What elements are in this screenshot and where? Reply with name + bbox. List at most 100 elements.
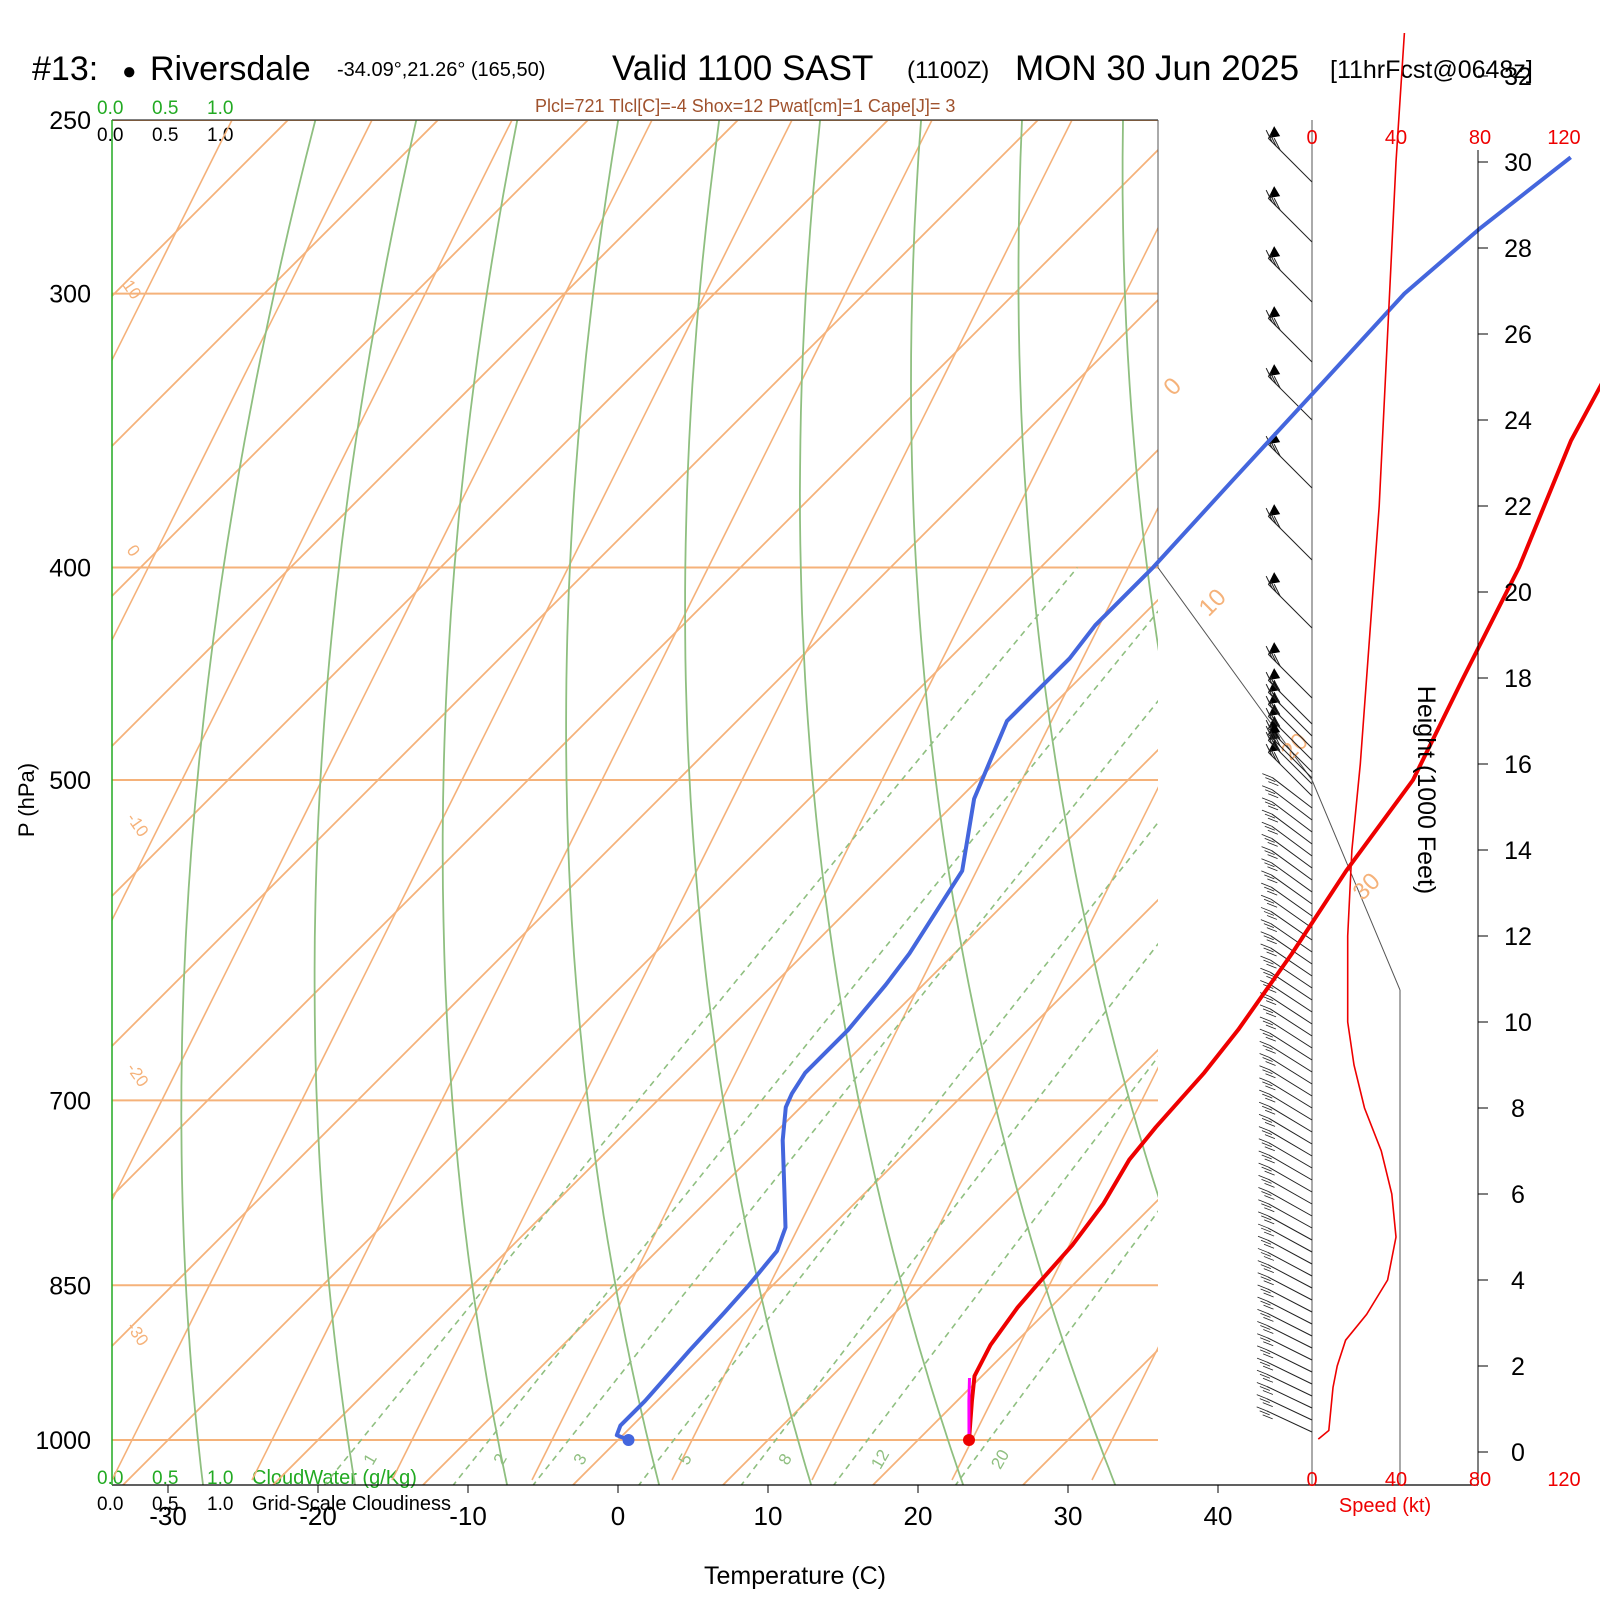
wind-barb-feather: [1269, 711, 1277, 725]
wind-barb-feather: [1265, 1024, 1277, 1030]
wind-barb-feather: [1261, 882, 1272, 888]
speed-tick-bottom: 40: [1385, 1469, 1407, 1491]
isotherm-line: [112, 120, 290, 298]
wind-barb-feather: [1261, 1166, 1272, 1172]
wind-barb-feather: [1267, 842, 1278, 847]
wind-barb-feather: [1263, 898, 1275, 904]
wind-barb-feather: [1269, 511, 1277, 525]
mixing-ratio-label: 8: [775, 1450, 796, 1468]
wind-barb-feather: [1267, 890, 1278, 896]
thetae-line: [0, 0, 312, 1480]
mixing-ratio-line: [532, 699, 1158, 1485]
cloudwater-top-tick: 0.0: [97, 98, 123, 119]
wind-barb-feather: [1269, 371, 1277, 385]
wind-barb-pennant: [1268, 126, 1281, 139]
wind-barb-feather: [1264, 813, 1276, 819]
x-tick-label: 0: [611, 1501, 625, 1531]
cloudiness-label: Grid-Scale Cloudiness: [252, 1493, 451, 1515]
isotherm-line: [112, 120, 590, 598]
mixing-ratio-line: [323, 566, 1079, 1485]
wind-barb-feather: [1265, 1000, 1277, 1006]
wind-barb-staff: [1267, 1276, 1313, 1301]
wind-barb-staff: [1269, 1057, 1313, 1085]
cloudiness-bottom-tick: 0.0: [97, 1494, 123, 1515]
wind-barb-feather: [1265, 1085, 1276, 1091]
wind-barb-feather: [1273, 583, 1281, 597]
wind-barb-feather: [1263, 1280, 1274, 1286]
wind-barb-feather: [1258, 1199, 1269, 1205]
y-tick-label: 850: [49, 1272, 91, 1300]
wind-barb-feather: [1264, 1182, 1275, 1188]
speed-tick-top: 0: [1306, 127, 1317, 149]
speed-tick-top: 80: [1469, 127, 1491, 149]
wind-barb-feather: [1262, 1414, 1273, 1420]
wind-barb-feather: [1262, 773, 1273, 778]
thetae-line: [811, 786, 1158, 1481]
x-tick-label: 40: [1204, 1501, 1233, 1531]
wind-barb-feather: [1265, 249, 1273, 263]
wind-barb-feather: [1262, 1044, 1273, 1050]
wind-barb-feather: [1265, 645, 1273, 659]
wind-barb-feather: [1263, 947, 1274, 953]
wind-barb-feather: [1268, 781, 1279, 786]
cloudiness-bottom-tick: 0.5: [152, 1494, 178, 1515]
wind-barb-feather: [1265, 1061, 1276, 1066]
wind-barb-feather: [1258, 1187, 1269, 1192]
wind-barb-feather: [1268, 793, 1279, 799]
mixing-ratio-label: 20: [987, 1446, 1013, 1472]
isotherm-line: [721, 1048, 1158, 1485]
wind-barb-feather: [1261, 1105, 1273, 1111]
dry-adiabat-line: [684, 120, 813, 1485]
height-tick-label: 6: [1511, 1181, 1525, 1209]
wind-barb-feather: [1263, 923, 1274, 928]
wind-barb-feather: [1257, 1248, 1269, 1253]
dry-adiabat-label: -20: [123, 1059, 153, 1090]
wind-barb-feather: [1273, 715, 1281, 729]
wind-barb-feather: [1264, 1109, 1276, 1115]
isotherm-label: 10: [1194, 584, 1232, 622]
wind-barb-pennant: [1268, 504, 1281, 517]
wind-barb-staff: [1269, 1044, 1313, 1073]
thetae-line: [112, 120, 373, 642]
y-tick-label: 400: [49, 555, 91, 583]
wind-barb-staff: [1266, 1361, 1313, 1385]
wind-barb-feather: [1260, 1252, 1272, 1257]
wind-barb-feather: [1258, 1211, 1269, 1217]
wind-barb-feather: [1262, 1057, 1273, 1062]
wind-barb-feather: [1260, 1276, 1271, 1282]
wind-barb-feather: [1260, 907, 1272, 912]
dry-adiabat-line: [1323, 81, 1600, 1486]
height-tick-label: 24: [1504, 407, 1532, 435]
wind-barb-feather: [1263, 935, 1274, 941]
thetae-line: [0, 0, 172, 1480]
wind-barb-feather: [1257, 1235, 1269, 1241]
wind-barb-feather: [1263, 1256, 1275, 1261]
wind-barb-feather: [1264, 1170, 1275, 1176]
wind-barb-feather: [1263, 911, 1275, 916]
wind-barb-feather: [1273, 443, 1281, 457]
speed-profile: [1317, 32, 1406, 1440]
dry-adiabat-line: [313, 120, 418, 1485]
wind-barb-pennant: [1268, 642, 1281, 655]
wind-barb-feather: [1258, 1101, 1270, 1107]
wind-barb-pennant: [1268, 364, 1281, 377]
wind-barb-feather: [1257, 1284, 1268, 1290]
wind-barb-feather: [1266, 927, 1277, 932]
dry-adiabat-line: [910, 120, 1117, 1485]
wind-barb-feather: [1261, 821, 1272, 827]
mixing-ratio-label: 3: [570, 1450, 591, 1468]
wind-barb-feather: [1261, 1178, 1272, 1184]
wind-barb-feather: [1260, 1312, 1271, 1318]
sounding-series: [614, 32, 1600, 1446]
height-tick-label: 0: [1511, 1439, 1525, 1467]
wind-barb-feather: [1273, 751, 1281, 765]
wind-barb-feather: [1269, 579, 1277, 593]
station-coords: -34.09°,21.26° (165,50): [337, 59, 545, 81]
wind-barb-feather: [1262, 1093, 1273, 1099]
axes: P (hPa) Temperature (C) Height (1000 Fee…: [14, 63, 1581, 1590]
wind-barb-feather: [1256, 1406, 1267, 1412]
x-tick-label: 20: [904, 1501, 933, 1531]
wind-barb-feather: [1258, 1126, 1270, 1131]
wind-barb-feather: [1269, 675, 1277, 689]
height-tick-label: 16: [1504, 751, 1532, 779]
